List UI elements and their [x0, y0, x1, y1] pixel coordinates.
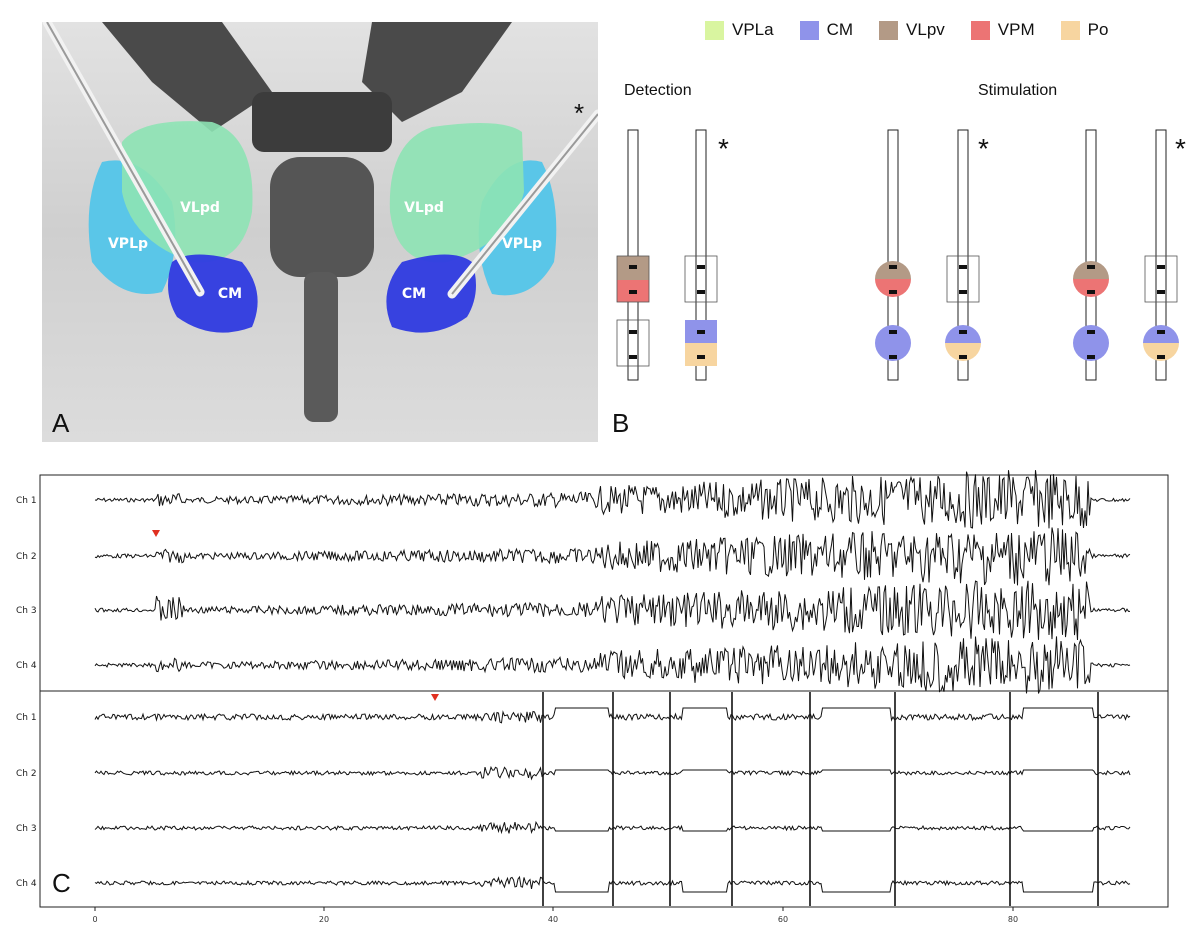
detection-right-lead: *: [684, 129, 729, 381]
x-tick-label: 80: [1008, 915, 1018, 924]
electrode-schematic: * * *: [616, 129, 1186, 381]
right-ventricle: [362, 22, 512, 122]
eeg-trace-line: [94, 636, 1131, 694]
right-cm-label: CM: [402, 286, 426, 302]
eeg-trace-line: [94, 580, 1130, 641]
red-marker: [152, 530, 160, 537]
panel-letter-b: B: [612, 408, 630, 438]
region-legend: VPLa CM VLpv VPM Po: [705, 20, 1108, 40]
legend-label: CM: [826, 20, 854, 39]
bottom-ch-label: Ch 4: [16, 879, 37, 889]
stimulation-title: Stimulation: [978, 82, 1058, 99]
legend-swatch: [1060, 20, 1080, 40]
legend-label: VLpv: [906, 20, 945, 39]
third-ventricle: [252, 92, 392, 152]
aqueduct: [304, 272, 338, 422]
legend-swatch: [705, 20, 724, 40]
top-ch-label: Ch 1: [16, 496, 37, 506]
panel-letter-c: C: [52, 868, 71, 898]
top-ch-label: Ch 3: [16, 606, 37, 616]
right-vlpd-region: [389, 123, 524, 263]
legend-item-cm: CM: [799, 20, 854, 40]
detection-title: Detection: [624, 82, 692, 99]
eeg-trace-line: [94, 470, 1131, 529]
asterisk-marker: *: [1175, 133, 1186, 164]
stim-b-left-lead: [1073, 129, 1109, 381]
left-vlpd-label: VLpd: [180, 200, 220, 216]
stim-a-right-lead: *: [945, 129, 989, 381]
bottom-trace-group: [94, 692, 1131, 906]
top-trace-group: [94, 470, 1131, 694]
red-marker: [431, 694, 439, 701]
left-cm-label: CM: [218, 286, 242, 302]
right-electrode-shaft: [451, 113, 598, 295]
top-ch-label: Ch 2: [16, 552, 37, 562]
bottom-ch-label: Ch 2: [16, 769, 37, 779]
legend-item-vlpv: VLpv: [879, 20, 945, 40]
x-tick-label: 60: [778, 915, 788, 924]
eeg-traces: Ch 1 Ch 2 Ch 3 Ch 4 Ch 1 Ch 2 Ch 3 Ch 4 …: [16, 470, 1169, 924]
x-tick-label: 40: [548, 915, 558, 924]
asterisk-marker: *: [574, 98, 584, 128]
legend-swatch: [799, 20, 819, 40]
legend-label: VPM: [997, 20, 1035, 39]
legend-item-po: Po: [1060, 20, 1109, 40]
left-vplp-label: VPLp: [108, 236, 148, 252]
legend-label: VPLa: [732, 20, 774, 39]
x-tick-label: 0: [92, 915, 97, 924]
right-vplp-label: VPLp: [502, 236, 542, 252]
bottom-ch-label: Ch 1: [16, 713, 37, 723]
left-electrode-shaft: [46, 22, 201, 293]
legend-label: Po: [1087, 20, 1109, 39]
brain-illustration: VLpd VPLp CM VLpd VPLp CM *: [42, 22, 598, 442]
right-cm-region: [386, 254, 476, 333]
detection-left-lead: [616, 129, 650, 381]
right-vlpd-label: VLpd: [404, 200, 444, 216]
left-ventricle: [102, 22, 272, 132]
legend-swatch: [970, 20, 990, 40]
x-tick-label: 20: [319, 915, 329, 924]
stim-b-right-lead: *: [1143, 129, 1186, 381]
eeg-trace-line: [94, 527, 1131, 586]
panel-letter-a: A: [52, 408, 70, 438]
asterisk-marker: *: [978, 133, 989, 164]
panel-a-image: VLpd VPLp CM VLpd VPLp CM *: [42, 22, 598, 442]
legend-item-vpm: VPM: [970, 20, 1035, 40]
top-ch-label: Ch 4: [16, 661, 37, 671]
bottom-trace-frame: [39, 690, 1169, 908]
midbrain: [270, 157, 374, 277]
stim-a-left-lead: [875, 129, 911, 381]
legend-item-vpla: VPLa: [705, 20, 774, 40]
legend-swatch: [879, 20, 899, 40]
left-vlpd-region: [122, 121, 253, 263]
asterisk-marker: *: [718, 133, 729, 164]
bottom-ch-label: Ch 3: [16, 824, 37, 834]
